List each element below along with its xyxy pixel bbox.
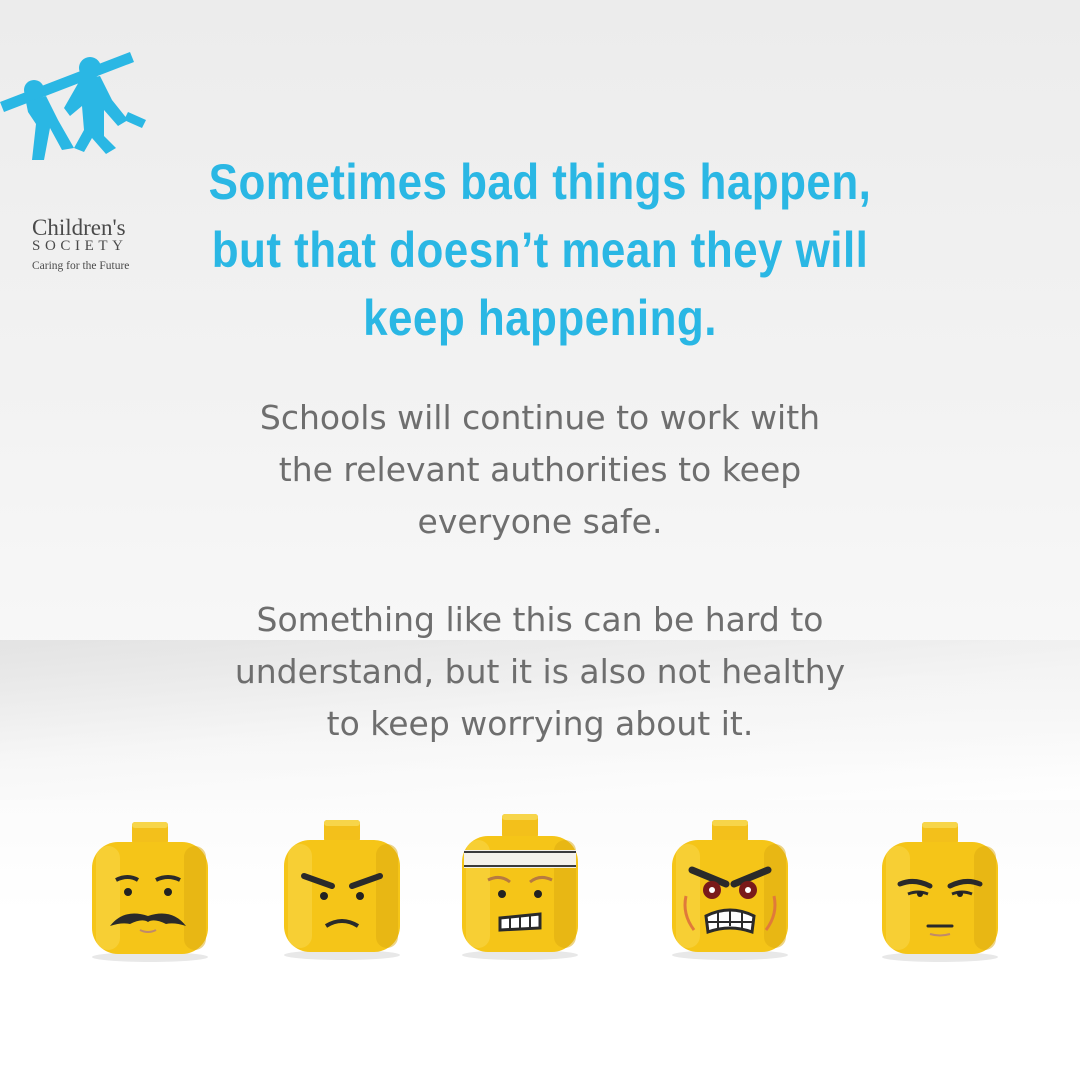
furious-face-head <box>668 820 792 960</box>
wall-shadow <box>0 640 1080 820</box>
headline-line-2: but that doesn’t mean they will <box>211 222 869 278</box>
headline-line-3: keep happening. <box>363 290 717 346</box>
stern-face-head <box>878 822 1002 962</box>
paragraph-1-line-2: the relevant authorities to keep <box>278 450 802 489</box>
paragraph-2-line-1: Something like this can be hard to <box>256 600 824 639</box>
children-figures-icon <box>0 52 146 160</box>
angry-brow-face-head <box>280 820 404 960</box>
paragraph-safety: Schools will continue to work with the r… <box>180 392 900 548</box>
paragraph-2-line-2: understand, but it is also not healthy <box>234 652 846 691</box>
paragraph-1-line-3: everyone safe. <box>417 502 663 541</box>
mustache-face-head <box>88 822 212 962</box>
childrens-society-logo: Children's SOCIETY Caring for the Future <box>0 50 160 272</box>
logo-tagline: Caring for the Future <box>32 260 130 272</box>
minifigure-heads-row <box>0 800 1080 1000</box>
headband-grimace-face-head <box>458 814 582 960</box>
paragraph-2-line-3: to keep worrying about it. <box>326 704 754 743</box>
paragraph-worry: Something like this can be hard to under… <box>180 594 900 750</box>
headline: Sometimes bad things happen, but that do… <box>197 148 883 352</box>
logo-wordmark: Children's <box>32 215 126 240</box>
headline-line-1: Sometimes bad things happen, <box>208 154 872 210</box>
logo-society: SOCIETY <box>32 238 128 254</box>
paragraph-1-line-1: Schools will continue to work with <box>259 398 821 437</box>
